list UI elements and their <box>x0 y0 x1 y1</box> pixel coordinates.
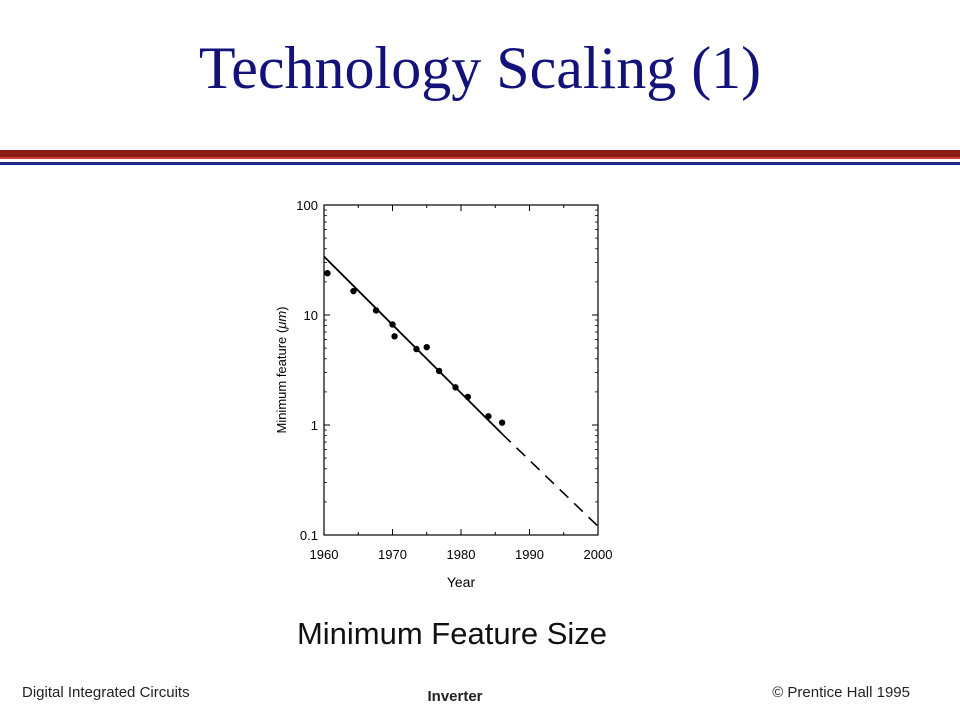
y-tick-label: 0.1 <box>300 528 318 543</box>
projection-line <box>501 433 599 527</box>
data-point <box>452 384 459 391</box>
data-point <box>372 307 380 314</box>
trend-line <box>323 255 503 435</box>
footer-chapter: Inverter <box>427 688 483 705</box>
chart-caption: Minimum Feature Size <box>296 616 608 651</box>
plot-frame <box>323 204 599 536</box>
y-tick-label: 100 <box>296 198 318 213</box>
y-tick-label: 10 <box>304 308 318 323</box>
x-axis-label: Year <box>447 574 476 590</box>
title-rule-blue <box>0 162 960 165</box>
data-point <box>464 393 472 401</box>
data-point <box>413 345 420 353</box>
x-tick-label: 1990 <box>515 547 544 562</box>
data-point <box>423 343 430 351</box>
footer-course: Digital Integrated Circuits <box>22 684 190 701</box>
title-rule-red <box>0 150 960 157</box>
data-point <box>389 321 396 328</box>
data-point <box>498 419 506 426</box>
data-point <box>435 367 443 375</box>
x-tick-label: 1960 <box>310 547 339 562</box>
y-tick-label: 1 <box>311 418 318 433</box>
x-tick-label: 1970 <box>378 547 407 562</box>
slide-title: Technology Scaling (1) <box>198 35 762 101</box>
x-tick-label: 1980 <box>447 547 476 562</box>
data-point <box>350 287 357 295</box>
data-point <box>485 413 492 420</box>
x-tick-label: 2000 <box>584 547 613 562</box>
title-rule-red-accent <box>0 157 960 159</box>
data-point <box>324 269 331 277</box>
y-axis-label: Minimum feature (μm) <box>274 306 289 433</box>
data-point <box>391 333 398 340</box>
feature-size-chart: 1960 1970 1980 1990 2000 0.1 1 10 100 Year Minimum… <box>274 198 613 590</box>
footer-copyright: © Prentice Hall 1995 <box>772 684 910 701</box>
